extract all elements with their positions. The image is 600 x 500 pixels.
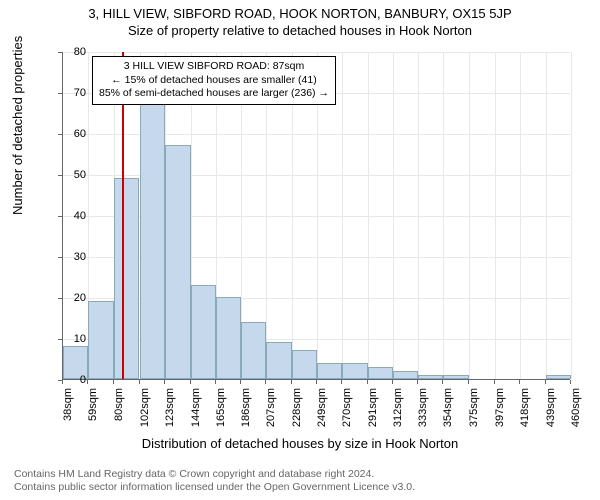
footer-line1: Contains HM Land Registry data © Crown c… [14, 468, 415, 481]
histogram-bar [317, 363, 342, 379]
histogram-bar [191, 285, 216, 379]
x-tick-label: 460sqm [570, 388, 582, 428]
histogram-bar [368, 367, 393, 379]
histogram-bar [216, 297, 241, 379]
y-tick-label: 80 [62, 46, 86, 58]
x-tick-label: 375sqm [468, 388, 480, 428]
x-tick-label: 312sqm [392, 388, 404, 428]
y-tick-label: 0 [62, 374, 86, 386]
x-axis-label: Distribution of detached houses by size … [0, 436, 600, 451]
x-tick-label: 228sqm [291, 388, 303, 428]
address-title: 3, HILL VIEW, SIBFORD ROAD, HOOK NORTON,… [0, 0, 600, 21]
y-tick-label: 70 [62, 87, 86, 99]
histogram-bar [292, 350, 317, 379]
histogram-bar [546, 375, 571, 379]
x-tick-label: 397sqm [494, 388, 506, 428]
x-tick-label: 354sqm [442, 388, 454, 428]
histogram-bar [393, 371, 418, 379]
x-tick-label: 144sqm [190, 388, 202, 428]
x-tick-label: 123sqm [164, 388, 176, 428]
y-tick-label: 60 [62, 128, 86, 140]
annotation-box: 3 HILL VIEW SIBFORD ROAD: 87sqm ← 15% of… [92, 56, 336, 105]
x-tick-label: 59sqm [87, 388, 99, 428]
histogram-bar [418, 375, 443, 379]
footer-line2: Contains public sector information licen… [14, 481, 415, 494]
chart-subtitle: Size of property relative to detached ho… [0, 21, 600, 38]
y-tick-label: 50 [62, 169, 86, 181]
annot-line2: ← 15% of detached houses are smaller (41… [99, 74, 329, 88]
y-tick-label: 10 [62, 333, 86, 345]
y-tick-label: 30 [62, 251, 86, 263]
histogram-bar [114, 178, 139, 379]
histogram-bar [88, 301, 113, 379]
x-tick-label: 270sqm [341, 388, 353, 428]
histogram-bar [342, 363, 367, 379]
y-axis-label: Number of detached properties [10, 36, 25, 215]
x-tick-label: 165sqm [215, 388, 227, 428]
x-tick-label: 439sqm [545, 388, 557, 428]
x-tick-label: 418sqm [519, 388, 531, 428]
x-tick-label: 186sqm [240, 388, 252, 428]
x-tick-label: 38sqm [62, 388, 74, 428]
annot-line3: 85% of semi-detached houses are larger (… [99, 87, 329, 101]
annot-line1: 3 HILL VIEW SIBFORD ROAD: 87sqm [99, 60, 329, 74]
x-tick-label: 333sqm [417, 388, 429, 428]
footer-attribution: Contains HM Land Registry data © Crown c… [14, 468, 415, 494]
x-tick-label: 102sqm [139, 388, 151, 428]
x-tick-label: 80sqm [113, 388, 125, 428]
x-tick-label: 249sqm [316, 388, 328, 428]
x-tick-label: 207sqm [265, 388, 277, 428]
histogram-bar [140, 104, 165, 379]
x-tick-label: 291sqm [367, 388, 379, 428]
histogram-bar [165, 145, 190, 379]
histogram-bar [241, 322, 266, 379]
histogram-bar [266, 342, 291, 379]
y-tick-label: 40 [62, 210, 86, 222]
histogram-bar [443, 375, 468, 379]
y-tick-label: 20 [62, 292, 86, 304]
